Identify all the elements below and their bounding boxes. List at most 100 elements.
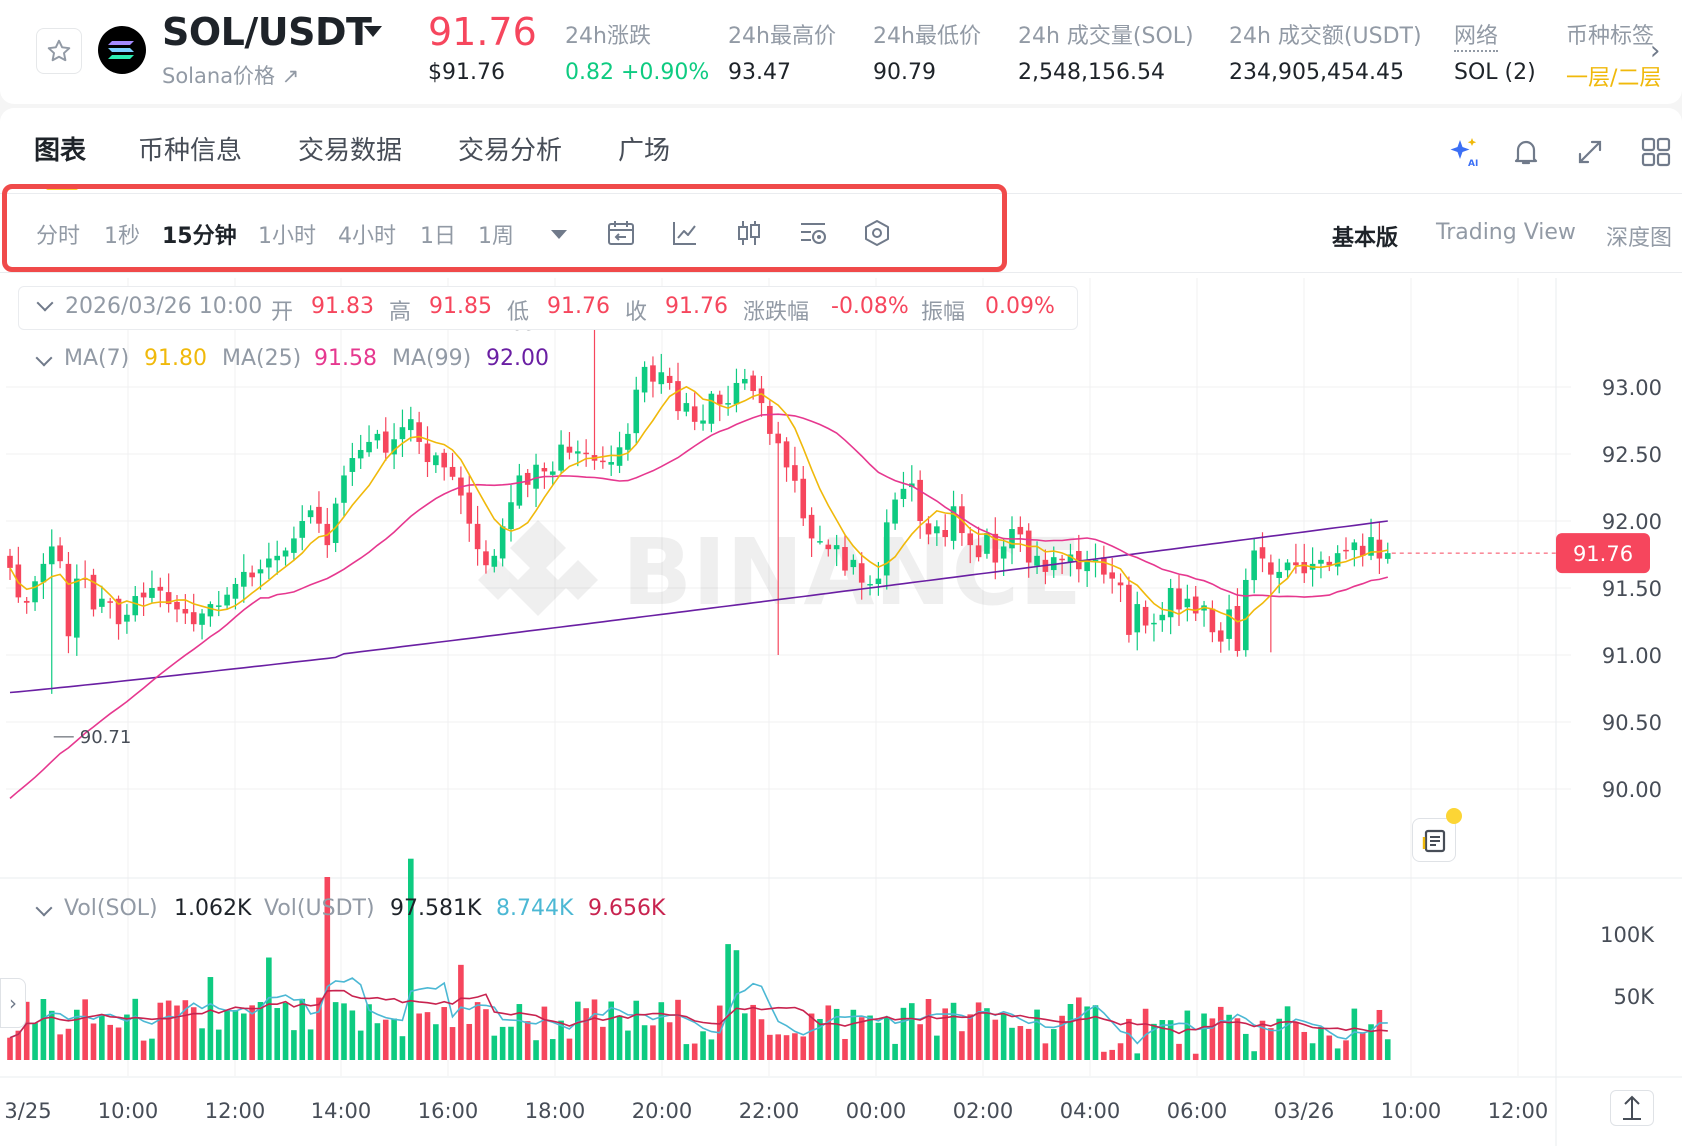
volume-bar — [332, 1002, 339, 1060]
volume-bar — [15, 1030, 22, 1060]
candle-body — [600, 460, 606, 463]
interval-option[interactable]: 1日 — [420, 224, 456, 249]
auto-scale-button[interactable] — [1610, 1090, 1654, 1126]
pair-symbol[interactable]: SOL/USDT — [162, 10, 372, 54]
time-axis-label: 10:00 — [1381, 1099, 1442, 1123]
grid-icon[interactable] — [1638, 134, 1674, 170]
volume-bar — [232, 1010, 239, 1060]
candle-type-icon[interactable] — [734, 218, 764, 248]
hexagon-icon[interactable] — [862, 218, 892, 248]
candle-body — [374, 433, 381, 441]
volume-bar — [199, 1028, 205, 1060]
chevron-right-icon[interactable]: › — [1650, 36, 1661, 66]
volume-bar — [825, 1005, 832, 1060]
volume-bar — [1359, 1032, 1366, 1060]
volume-bar — [1017, 1026, 1024, 1060]
candle-body — [190, 612, 197, 625]
binance-watermark: BINANCE — [478, 519, 1082, 626]
interval-option[interactable]: 1秒 — [104, 224, 140, 249]
candle-body — [808, 514, 815, 539]
time-axis-label: 04:00 — [1060, 1099, 1121, 1123]
candle-body — [74, 578, 80, 638]
time-axis-label: 3/25 — [4, 1099, 51, 1123]
ticker-header: SOL/USDT Solana价格 ↗ 91.76 $91.76 24h涨跌 0.… — [0, 0, 1682, 104]
volume-bar — [875, 1022, 882, 1060]
volume-bar — [750, 1004, 756, 1060]
indicator-icon[interactable] — [670, 218, 700, 248]
volume-bar — [57, 1034, 63, 1060]
volume-bar — [441, 1007, 447, 1060]
stat-value: 90.79 — [873, 60, 936, 85]
candle-body — [1301, 562, 1308, 574]
interval-option[interactable]: 1周 — [478, 224, 514, 249]
interval-option[interactable]: 1小时 — [258, 224, 316, 249]
candle-body — [483, 551, 489, 566]
candle-body — [867, 583, 873, 586]
candle-body — [23, 600, 30, 603]
candle-body — [433, 455, 439, 466]
ma99-label: MA(99) — [392, 346, 472, 371]
volume-bar — [733, 950, 740, 1060]
candle-body — [733, 382, 740, 405]
news-button[interactable] — [1412, 818, 1456, 862]
ma25-value: 91.58 — [314, 346, 377, 371]
price-axis-label: 90.50 — [1602, 711, 1662, 735]
candle-body — [566, 446, 573, 453]
view-option[interactable]: Trading View — [1436, 220, 1576, 245]
calendar-icon[interactable] — [606, 218, 636, 248]
stat-label: 24h 成交量(SOL) — [1018, 24, 1194, 49]
bell-icon[interactable] — [1508, 134, 1544, 170]
interval-dropdown-icon[interactable] — [551, 230, 567, 239]
candle-body — [616, 447, 623, 466]
volume-bar — [883, 1016, 890, 1060]
candle-body — [48, 546, 55, 565]
tab-0[interactable]: 图表 — [34, 136, 87, 166]
volume-bar — [282, 1002, 289, 1060]
expand-icon[interactable] — [1572, 134, 1608, 170]
candle-body — [57, 545, 63, 562]
volume-bar — [683, 1044, 690, 1060]
pair-dropdown-icon[interactable] — [364, 26, 382, 37]
ai-sparkle-icon[interactable]: AI — [1446, 134, 1482, 170]
settings-icon[interactable] — [798, 218, 828, 248]
candle-body — [299, 521, 306, 538]
candle-body — [508, 502, 514, 530]
volume-bar — [249, 1005, 255, 1060]
candle-body — [850, 559, 857, 568]
price-axis-label: 92.50 — [1602, 443, 1662, 467]
volume-bar — [1259, 1020, 1266, 1060]
volume-bar — [666, 1022, 673, 1060]
volume-bar — [99, 1014, 105, 1060]
tab-3[interactable]: 交易分析 — [458, 136, 563, 166]
view-option[interactable]: 基本版 — [1332, 226, 1399, 251]
volume-bar — [1201, 1013, 1207, 1060]
interval-option[interactable]: 4小时 — [338, 224, 396, 249]
candle-body — [650, 365, 656, 382]
tab-1[interactable]: 币种信息 — [138, 136, 243, 166]
time-axis-label: 02:00 — [953, 1099, 1014, 1123]
volume-bar — [357, 1030, 364, 1060]
favorite-star-button[interactable] — [36, 28, 82, 74]
time-axis-label: 03/26 — [1274, 1099, 1335, 1123]
high-label: 高 — [389, 300, 412, 325]
interval-option[interactable]: 15分钟 — [162, 224, 237, 249]
amplitude-label: 振幅 — [921, 300, 966, 325]
volume-bar — [23, 1001, 30, 1060]
candle-body — [1209, 608, 1216, 633]
volume-bar — [458, 964, 464, 1060]
candle-body — [833, 545, 840, 550]
candle-body — [691, 406, 698, 422]
interval-option[interactable]: 分时 — [36, 224, 81, 249]
tab-2[interactable]: 交易数据 — [298, 136, 403, 166]
volume-bar — [1159, 1020, 1166, 1060]
candle-body — [241, 571, 247, 587]
view-option[interactable]: 深度图 — [1606, 226, 1673, 251]
coin-info-link[interactable]: Solana价格 ↗ — [162, 64, 300, 88]
collapse-chevron-icon[interactable] — [36, 294, 54, 312]
candle-body — [1217, 630, 1224, 642]
tab-4[interactable]: 广场 — [618, 136, 671, 166]
candle-body — [474, 523, 481, 550]
volume-bar — [892, 1043, 898, 1060]
sidebar-toggle-button[interactable]: › — [0, 978, 26, 1028]
